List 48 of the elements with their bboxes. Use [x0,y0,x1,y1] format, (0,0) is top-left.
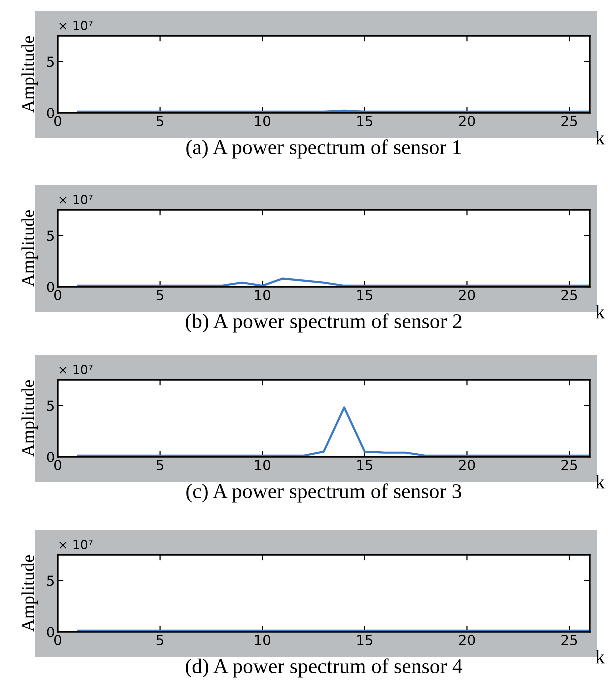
y-tick-label: 0 [47,108,54,118]
x-axis-title: k [596,650,606,664]
x-tick-label: 20 [459,635,476,646]
x-tick-label: 20 [459,116,476,127]
y-axis-title: Amplitude [22,210,38,287]
x-tick-label: 0 [54,290,62,301]
x-tick-label: 10 [255,460,271,471]
y-tick-label: 0 [47,282,54,292]
x-axis-title: k [596,475,606,489]
x-tick-label: 10 [255,290,271,301]
y-tick-label: 5 [47,56,54,68]
x-tick-label: 5 [156,460,164,471]
x-tick-label: 25 [562,635,578,646]
x-tick-label: 0 [54,116,62,127]
x-tick-label: 15 [358,290,373,301]
text: × 10⁷ [60,365,93,374]
x-tick-label: 5 [156,116,164,127]
text: (a) A power spectrum of sensor 1 [186,140,462,159]
x-tick-label: 0 [54,460,62,471]
text: (d) A power spectrum of sensor 4 [186,658,463,678]
x-tick-label: 15 [358,635,373,646]
x-tick-label: 15 [358,116,373,127]
x-tick-label: 5 [156,290,164,301]
x-tick-label: 25 [562,460,578,471]
x-axis-title: k [596,131,606,145]
y-tick-label: 0 [47,626,54,638]
x-tick-label: 5 [156,635,164,646]
x-tick-label: 10 [255,116,271,127]
x-tick-label: 20 [459,460,476,471]
y-tick-label: 0 [47,452,54,462]
x-tick-label: 15 [358,460,373,471]
y-axis-title: Amplitude [22,36,38,113]
text: (c) A power spectrum of sensor 3 [186,484,462,503]
y-axis-title: Amplitude [22,556,38,632]
text: × 10⁷ [60,21,93,30]
y-tick-label: 5 [47,576,54,586]
x-axis-title: k [596,305,606,319]
x-tick-label: 10 [255,635,271,646]
text: (b) A power spectrum of sensor 2 [186,314,462,333]
y-axis-title: Amplitude [22,380,38,457]
x-tick-label: 25 [562,116,578,127]
x-tick-label: 0 [54,635,62,646]
text: × 10⁷ [60,540,93,550]
y-tick-label: 5 [47,400,54,412]
x-tick-label: 25 [562,290,578,301]
y-tick-label: 5 [47,230,54,242]
text: × 10⁷ [60,195,93,204]
x-tick-label: 20 [459,290,476,301]
